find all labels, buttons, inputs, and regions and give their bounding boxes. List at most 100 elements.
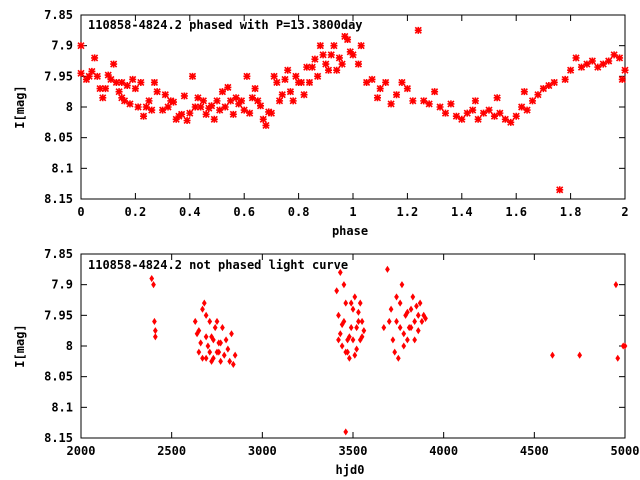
chart-1-data-point	[392, 91, 401, 99]
chart-1-data-point	[178, 110, 186, 118]
chart-2-xlabel: hjd0	[336, 463, 365, 477]
chart-1-data-point	[77, 42, 85, 50]
chart-2-data-point	[203, 311, 209, 319]
chart-2-title: 110858-4824.2 not phased light curve	[88, 258, 348, 272]
chart-2-data-point	[356, 308, 361, 316]
chart-1-data-point	[368, 75, 376, 83]
chart-1-data-point	[297, 78, 305, 87]
chart-2-data-point	[399, 281, 405, 289]
chart-1-data-point	[567, 66, 575, 74]
chart-2-data-point	[347, 354, 352, 362]
chart-1-data-point	[129, 75, 137, 83]
chart-1-data-point	[469, 106, 477, 114]
chart-2-data-point	[352, 293, 358, 301]
chart-2-data-point	[152, 317, 157, 326]
chart-1-data-point	[93, 72, 101, 80]
chart-1-data-point	[232, 94, 240, 102]
chart-2-data-point	[408, 305, 414, 313]
chart-2-data-point	[357, 299, 363, 307]
chart-2-data-point	[336, 311, 341, 319]
chart-2-data-point	[385, 265, 390, 273]
chart-1-data-point	[237, 97, 246, 105]
chart-2-data-point	[359, 317, 365, 326]
chart-2-data-point	[392, 348, 398, 356]
chart-2-data-point	[397, 324, 403, 332]
chart-1-data-point	[528, 97, 537, 105]
chart-2-data-point	[196, 327, 202, 335]
chart-1-data-point	[161, 91, 169, 99]
chart-1-data-point	[319, 51, 327, 59]
chart-1-xtick-label: 1.6	[505, 205, 527, 219]
chart-2-data-point	[354, 345, 359, 353]
chart-1-data-point	[436, 103, 444, 111]
chart-1-data-point	[387, 100, 395, 108]
chart-2-data-point	[613, 281, 619, 289]
chart-1-data-point	[118, 94, 126, 102]
chart-2-data-point	[356, 317, 361, 326]
chart-1-data-point	[431, 88, 439, 96]
chart-1-data-point	[333, 66, 341, 74]
chart-1-data-point	[169, 98, 178, 106]
chart-1-data-point	[131, 85, 139, 93]
chart-2-ticks: 2000 2500 3000 3500 4000 4500 5000 7.85 7.9 7.95 8…	[44, 247, 639, 458]
chart-2-data-point	[211, 336, 216, 344]
chart-2-data-point	[348, 324, 354, 332]
chart-1-data-point	[425, 100, 433, 108]
chart-1-data-point	[107, 75, 115, 83]
chart-1-data-point	[621, 66, 629, 74]
chart-2-data-point	[216, 348, 222, 356]
chart-1-data-point	[110, 60, 118, 68]
chart-1-ytick-label: 7.95	[44, 69, 73, 83]
chart-1-data-point	[213, 97, 221, 105]
chart-1-data-point	[148, 106, 156, 114]
chart-2-ytick-label: 7.85	[44, 247, 73, 261]
chart-1-data-point	[518, 103, 526, 111]
chart-2-data-point	[405, 336, 410, 344]
chart-1-data-point	[599, 60, 607, 68]
chart-2-xtick-label: 2500	[157, 444, 186, 458]
chart-1-data-point	[594, 63, 602, 71]
chart-1-xtick-label: 0.6	[233, 205, 255, 219]
chart-1-data-point	[254, 97, 262, 105]
chart-2-xtick-label: 4500	[520, 444, 549, 458]
chart-1-xtick-label: 1.2	[397, 205, 419, 219]
chart-1-data-point	[227, 97, 235, 105]
chart-1-data-point	[452, 112, 460, 120]
chart-2-data-point	[221, 351, 227, 359]
chart-2-data-point	[415, 311, 421, 319]
chart-1-data-point	[91, 54, 99, 62]
chart-1-data-point	[330, 42, 338, 50]
chart-1-data-point	[550, 78, 558, 87]
chart-2-data-point	[227, 357, 233, 365]
chart-1-data-point	[520, 88, 528, 96]
chart-1-data-point	[373, 94, 382, 102]
chart-2-xtick-label: 3000	[248, 444, 277, 458]
chart-2-data-point	[348, 299, 354, 307]
chart-1-xlabel: phase	[332, 224, 368, 238]
chart-1-data-point	[218, 88, 227, 96]
chart-1-data-point	[248, 94, 256, 102]
chart-1-data-point	[150, 78, 159, 87]
chart-2-data-point	[397, 299, 403, 307]
chart-2-data-point	[615, 354, 621, 362]
chart-1-data-point	[343, 35, 352, 44]
chart-2-data-point	[622, 342, 628, 350]
chart-1-data-point	[471, 97, 479, 105]
chart-2-data-point	[334, 287, 340, 295]
chart-2-data-point	[408, 324, 414, 332]
chart-2-data-point	[423, 314, 428, 322]
chart-1-data-point	[615, 54, 624, 62]
chart-2-data-point	[412, 317, 418, 326]
chart-2-data-point	[196, 348, 202, 356]
chart-1-data-point	[403, 85, 411, 93]
chart-1-data-point	[229, 110, 237, 118]
chart-2-data-point	[225, 345, 231, 353]
chart-2-data-point	[152, 327, 158, 335]
chart-1-data-point	[493, 94, 501, 102]
chart-1-data-point	[275, 97, 284, 105]
chart-1-data-point	[523, 106, 531, 114]
chart-2-data-point	[388, 305, 394, 313]
chart-2-data-point	[151, 281, 156, 289]
chart-2-data-point	[207, 348, 213, 356]
